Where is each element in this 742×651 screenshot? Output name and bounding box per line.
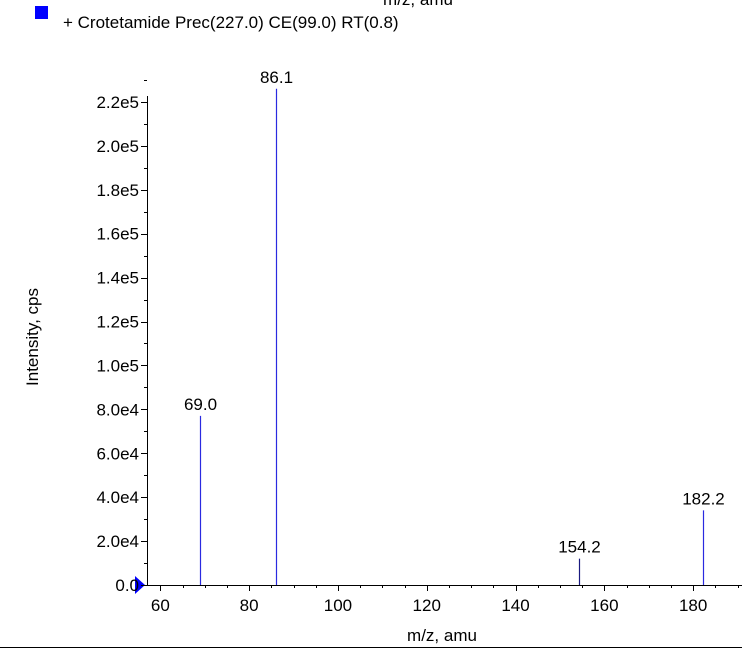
x-tick-label: 140 [501, 596, 529, 615]
x-axis-title: m/z, amu [407, 626, 477, 645]
y-tick-label: 8.0e4 [96, 400, 139, 419]
x-tick-label: 100 [324, 596, 352, 615]
y-axis-title: Intensity, cps [23, 288, 42, 386]
y-ticks: 0.0 2.0e4 4.0e4 6.0e4 8.0e4 1.0e5 1.2e5 1.4e5 1.… [96, 80, 147, 595]
y-tick-label: 4.0e4 [96, 488, 139, 507]
x-tick-label: 80 [240, 596, 259, 615]
y-tick-label: 1.2e5 [96, 313, 139, 332]
y-tick-label: 0.0 [115, 576, 139, 595]
x-tick-label: 160 [590, 596, 618, 615]
legend-swatch [35, 6, 48, 19]
y-tick-label: 6.0e4 [96, 444, 139, 463]
x-ticks: 60 80 100 120 140 160 180 [151, 585, 739, 615]
x-tick-label: 120 [413, 596, 441, 615]
peak-label: 154.2 [558, 538, 601, 557]
y-tick-label: 1.4e5 [96, 269, 139, 288]
y-tick-label: 2.2e5 [96, 93, 139, 112]
x-tick-label: 180 [679, 596, 707, 615]
top-clipped-axis-label: m/z, amu [383, 0, 453, 9]
x-tick-label: 60 [151, 596, 170, 615]
peak-label: 86.1 [260, 68, 293, 87]
peak-label: 69.0 [184, 395, 217, 414]
y-tick-label: 1.6e5 [96, 225, 139, 244]
baseline-marker [135, 576, 145, 594]
y-tick-label: 1.0e5 [96, 356, 139, 375]
legend-label: + Crotetamide Prec(227.0) CE(99.0) RT(0.… [63, 13, 399, 32]
y-tick-label: 1.8e5 [96, 181, 139, 200]
peaks: 69.0 86.1 154.2 182.2 [184, 68, 725, 585]
y-tick-label: 2.0e4 [96, 532, 139, 551]
peak-label: 182.2 [682, 489, 725, 508]
y-tick-label: 2.0e5 [96, 137, 139, 156]
